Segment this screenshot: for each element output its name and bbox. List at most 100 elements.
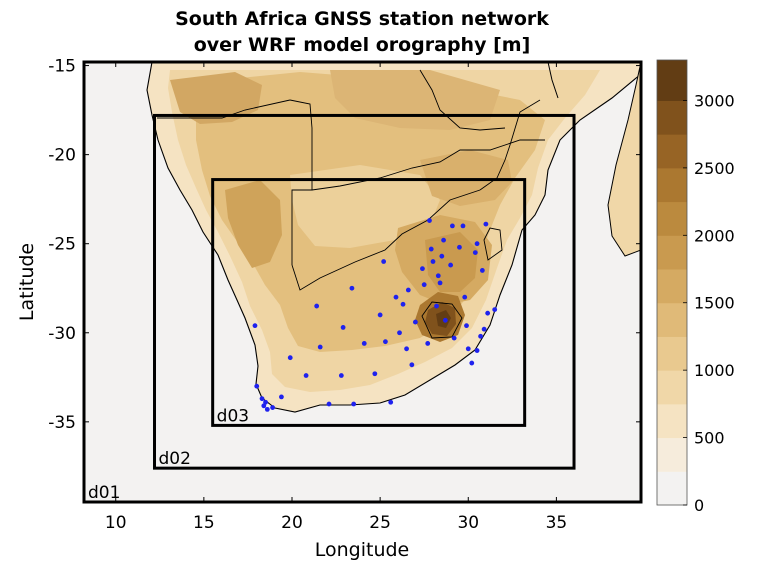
station-marker-56 [481,326,487,332]
colorbar-level-8 [657,201,687,236]
station-marker-42 [448,262,454,268]
station-marker-26 [404,346,409,352]
station-marker-10 [314,303,320,309]
zimbabwe-plateau [420,150,512,206]
plot-frame [83,61,642,503]
station-marker-49 [465,346,471,352]
station-marker-44 [451,335,457,341]
station-marker-1 [254,383,260,389]
station-marker-25 [400,301,406,307]
station-marker-57 [483,221,489,227]
colorbar-level-12 [657,60,687,101]
gnss-stations [252,218,498,412]
station-marker-47 [462,294,468,300]
station-marker-16 [351,401,357,407]
station-marker-29 [412,319,418,325]
domain-label-d02: d02 [159,449,191,469]
station-marker-21 [383,339,388,345]
station-marker-15 [349,285,355,291]
y-tick-label-0: -15 [48,57,76,77]
station-marker-19 [377,312,383,318]
station-marker-9 [303,373,309,378]
y-tick-label-4: -35 [48,413,76,433]
station-marker-55 [479,268,485,273]
station-marker-45 [457,244,462,250]
colorbar-level-0 [657,471,687,506]
station-marker-7 [279,394,284,400]
colorbar-tick-label-1: 500 [694,429,725,448]
y-axis-ticks: -15 -20 -25 -30 -35 [48,57,641,433]
station-marker-52 [474,241,480,247]
colorbar-tick-label-5: 2500 [694,159,735,178]
y-tick-label-3: -30 [48,324,76,344]
station-marker-20 [381,259,387,264]
station-marker-18 [372,371,378,377]
station-marker-59 [492,307,498,313]
station-marker-28 [409,362,415,368]
colorbar-level-10 [657,134,687,169]
station-marker-51 [472,250,478,256]
lake-malawi [547,62,559,99]
station-marker-32 [425,341,431,346]
station-marker-43 [449,223,455,229]
station-marker-58 [485,310,491,316]
station-marker-11 [317,344,323,350]
colorbar-level-11 [657,100,687,135]
colorbar-level-7 [657,235,687,270]
y-tick-label-2: -25 [48,235,76,255]
station-marker-38 [437,280,443,286]
colorbar-tick-label-2: 1000 [694,361,735,380]
madagascar-land [607,62,641,257]
x-tick-label-1: 15 [193,513,215,533]
domain-label-d01: d01 [88,483,120,503]
colorbar-tick-label-4: 2000 [694,226,735,245]
station-marker-6 [270,405,276,410]
station-marker-54 [478,333,483,339]
station-marker-35 [430,259,436,264]
station-marker-48 [464,323,469,329]
colorbar-tick-label-0: 0 [694,496,704,515]
x-axis-ticks: 10 15 20 25 30 35 [105,62,567,533]
station-marker-0 [252,323,258,329]
y-tick-label-1: -20 [48,146,76,166]
x-tick-label-3: 25 [369,513,391,533]
coastline [146,62,641,413]
domain-label-d03: d03 [217,406,249,426]
colorbar-level-9 [657,167,687,203]
station-marker-34 [428,246,434,252]
x-axis-label: Longitude [315,539,410,561]
x-tick-label-0: 10 [105,513,127,533]
station-marker-30 [420,266,425,272]
station-marker-27 [405,287,411,293]
colorbar-tick-label-3: 1500 [694,294,735,313]
domain-box-d03 [211,178,527,427]
domain-box-d02 [153,113,576,470]
station-marker-36 [434,303,439,309]
chart-title-line-2: over WRF model orography [m] [194,34,531,56]
station-marker-46 [460,223,466,229]
station-marker-8 [287,355,293,361]
namibia-highlands [225,180,282,268]
station-marker-50 [469,360,475,366]
colorbar-level-1 [657,437,687,472]
y-axis-label: Latitude [16,243,38,321]
colorbar-level-5 [657,302,687,337]
x-tick-label-4: 30 [457,513,479,533]
station-marker-5 [264,406,270,412]
colorbar: 0 500 1000 1500 2000 2500 3000 [656,59,735,515]
station-marker-40 [441,237,446,243]
station-marker-31 [421,282,427,288]
colorbar-tick-label-6: 3000 [694,91,735,110]
station-marker-53 [474,348,480,353]
colorbar-level-4 [657,336,687,371]
colorbar-level-2 [657,403,687,439]
station-marker-37 [435,273,441,279]
station-marker-17 [361,341,367,346]
x-tick-label-2: 20 [281,513,303,533]
map-area [84,62,641,502]
station-marker-39 [439,253,445,259]
colorbar-frame [656,59,688,506]
station-marker-23 [393,294,399,300]
